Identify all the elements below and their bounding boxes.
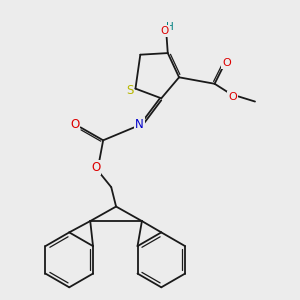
Text: O: O xyxy=(70,118,80,131)
Text: O: O xyxy=(228,92,237,102)
Text: O: O xyxy=(160,26,169,36)
Text: O: O xyxy=(91,161,100,174)
Text: H: H xyxy=(166,22,173,32)
Text: O: O xyxy=(223,58,231,68)
Text: N: N xyxy=(135,118,144,131)
Text: S: S xyxy=(126,84,133,97)
